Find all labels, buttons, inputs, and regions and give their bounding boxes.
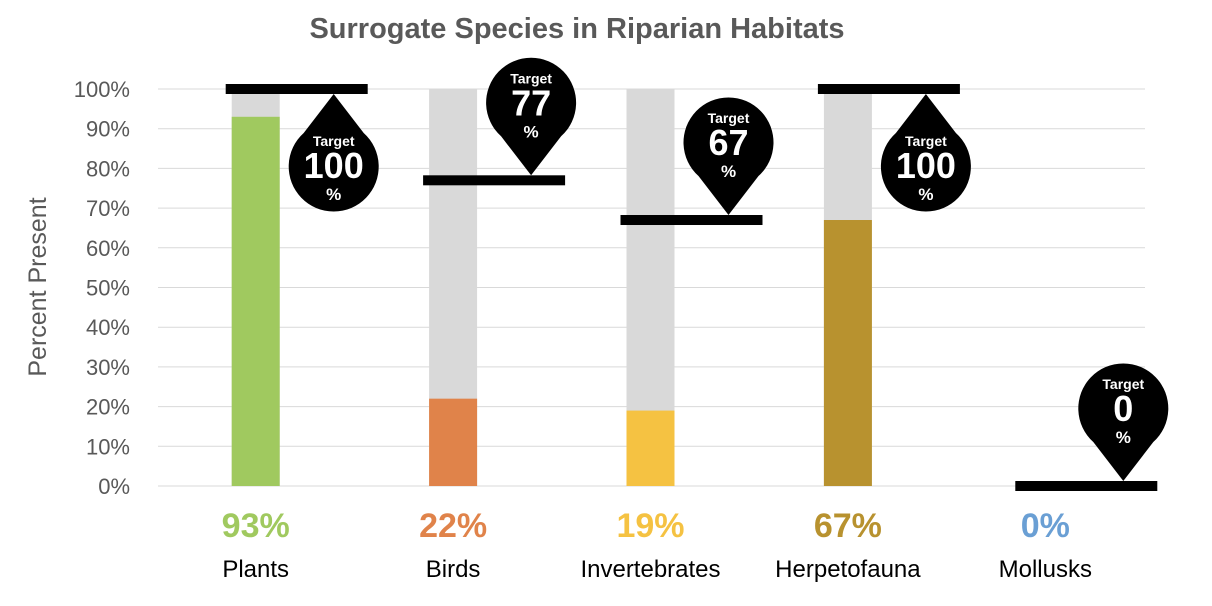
y-tick-label: 80% [86, 156, 130, 181]
y-tick-label: 50% [86, 276, 130, 301]
target-word: Target [708, 110, 750, 126]
target-value: 0 [1113, 388, 1133, 429]
y-axis-label: Percent Present [24, 197, 52, 376]
chart-title: Surrogate Species in Riparian Habitats [309, 13, 844, 45]
y-tick-label: 40% [86, 315, 130, 340]
value-label: 0% [1021, 507, 1070, 545]
target-unit: % [326, 185, 341, 204]
category-label: Invertebrates [580, 556, 720, 583]
y-tick-label: 70% [86, 196, 130, 221]
target-pin-icon [486, 57, 577, 176]
target-pin-icon [288, 94, 379, 212]
bar-value [429, 398, 478, 486]
bars [231, 89, 872, 486]
target-value: 77 [511, 82, 551, 123]
category-label: Mollusks [999, 556, 1092, 583]
y-tick-label: 30% [86, 355, 130, 380]
target-line [817, 84, 960, 94]
target-unit: % [721, 162, 736, 181]
target-line [423, 175, 566, 186]
target-unit: % [1116, 428, 1131, 447]
category-label: Birds [426, 556, 481, 583]
bar-value [626, 410, 675, 486]
y-tick-label: 0% [98, 474, 130, 499]
y-tick-label: 100% [74, 77, 130, 102]
value-label: 67% [814, 507, 882, 545]
target-word: Target [905, 133, 947, 149]
target-word: Target [1102, 376, 1144, 392]
target-markers: Target100%Target77%Target67%Target100%Ta… [225, 57, 1169, 491]
y-tick-label: 60% [86, 236, 130, 261]
y-tick-label: 20% [86, 395, 130, 420]
target-pin-icon [683, 97, 774, 216]
y-tick-label: 10% [86, 434, 130, 459]
y-tick-label: 90% [86, 117, 130, 142]
category-label: Herpetofauna [775, 556, 921, 583]
category-labels: 93% Plants 22% Birds 19% Invertebrates 67% Herp… [222, 507, 1092, 583]
y-axis-ticks: 0% 10% 20% 30% 40% 50% 60% 70% 80% 90% 100% [74, 77, 130, 499]
target-word: Target [313, 133, 355, 149]
target-value: 67 [708, 122, 748, 163]
target-word: Target [510, 70, 552, 86]
bar-value [823, 220, 872, 486]
target-value: 100 [896, 145, 956, 186]
category-label: Plants [222, 556, 289, 583]
target-pin-icon [1078, 363, 1169, 481]
value-label: 93% [222, 507, 290, 545]
target-unit: % [918, 185, 933, 204]
target-pin-icon [880, 94, 971, 212]
target-unit: % [524, 122, 539, 141]
target-line [225, 84, 368, 94]
value-label: 19% [616, 507, 684, 545]
target-line [1015, 481, 1158, 491]
target-line [620, 215, 763, 226]
target-value: 100 [304, 145, 364, 186]
value-label: 22% [419, 507, 487, 545]
bar-value [231, 116, 280, 486]
